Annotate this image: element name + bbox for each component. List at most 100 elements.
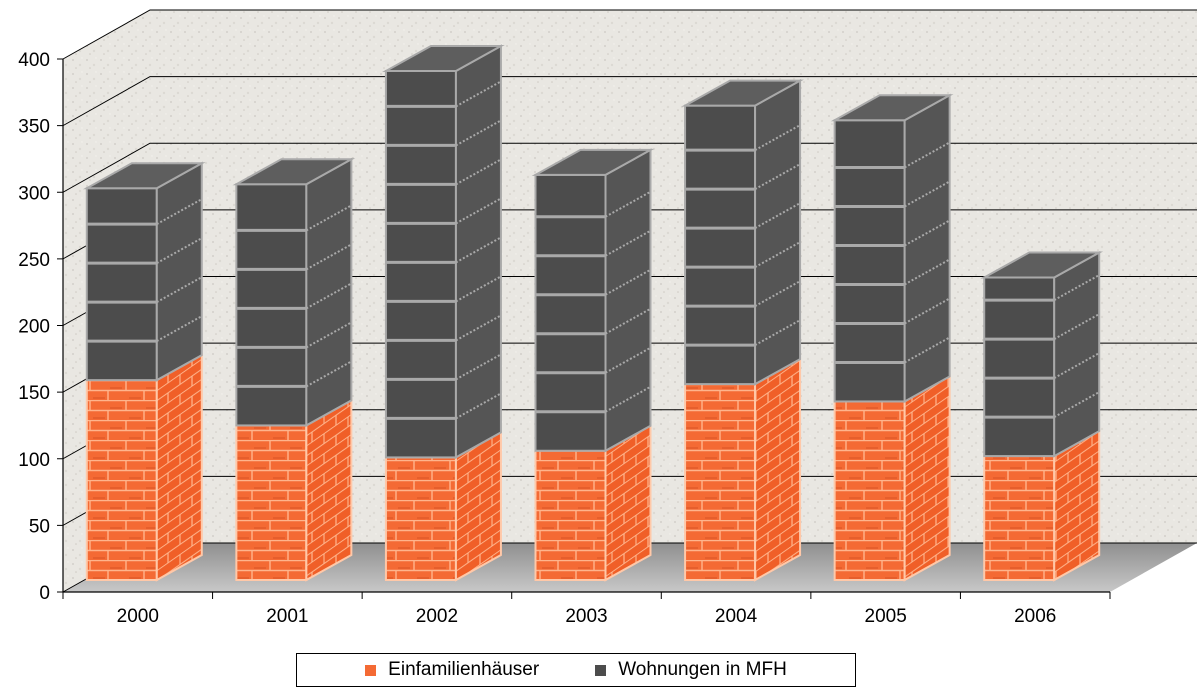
gridline-400: [62, 9, 1197, 60]
bar-2000-wohnungen-band-side: [156, 237, 203, 264]
x-tick-label-2004: 2004: [715, 606, 758, 627]
bar-2004-wohnungen-band-side: [754, 241, 801, 268]
bar-2002-top: [382, 44, 505, 72]
bar-2006-wohnungen-band-side: [1053, 313, 1100, 340]
bar-2004-wohnungen-band-side: [754, 319, 801, 346]
bar-2001-wohnungen-band-side: [305, 243, 352, 271]
bar-2004-wohnungen-front: [684, 104, 757, 386]
bar-2005-einfamilienhaeuser-side: [903, 374, 951, 582]
bar-2002-wohnungen-band-side: [455, 314, 502, 342]
bar-group-2004: [681, 78, 804, 582]
bar-2001-einfamilienhaeuser-front: [235, 424, 308, 581]
bar-2003-einfamilienhaeuser-side: [604, 424, 652, 582]
bar-2003-wohnungen-band-side: [605, 385, 651, 413]
bar-2000-wohnungen-side: [155, 161, 203, 382]
bar-2000-wohnungen-front: [85, 187, 158, 382]
y-tick-label-300: 300: [18, 183, 50, 204]
bar-2002-wohnungen-band-side: [455, 80, 502, 108]
bar-2004-top: [681, 79, 804, 107]
bar-2005-einfamilienhaeuser-front: [833, 400, 906, 581]
bar-2002-wohnungen-band-side: [455, 158, 502, 186]
legend-swatch-einfamilienhaeuser: [365, 664, 377, 676]
gridline-350: [62, 76, 1197, 127]
bar-2001-wohnungen-band-side: [305, 321, 352, 349]
bar-2003-wohnungen-front: [534, 173, 607, 452]
y-tick-label-200: 200: [18, 317, 50, 338]
x-tick-label-2005: 2005: [865, 606, 907, 627]
bar-2006-wohnungen-band-side: [1053, 274, 1100, 301]
bar-2000-wohnungen-band-side: [156, 315, 203, 342]
bar-2001-wohnungen-band-side: [305, 204, 352, 232]
bar-group-2003: [531, 148, 655, 582]
legend: Einfamilienhäuser Wohnungen in MFH: [296, 653, 856, 687]
bar-2005-wohnungen-band-side: [904, 141, 951, 169]
bar-2005-wohnungen-front: [833, 119, 906, 403]
bar-2003-wohnungen-band-side: [605, 229, 651, 257]
legend-item-einfamilienhaeuser: Einfamilienhäuser: [365, 659, 539, 681]
x-tick-label-2002: 2002: [416, 606, 458, 627]
y-tick-label-350: 350: [18, 117, 50, 138]
bar-2004-wohnungen-side: [754, 78, 802, 386]
bar-2005-top: [830, 94, 954, 122]
y-tick-label-400: 400: [18, 50, 50, 71]
x-tick-label-2003: 2003: [565, 606, 607, 627]
bar-2001-wohnungen-band-side: [305, 360, 352, 388]
bar-2005-wohnungen-band-side: [904, 336, 951, 364]
bar-2005-wohnungen-band-side: [904, 219, 951, 247]
bar-2003-wohnungen-band-side: [605, 268, 651, 296]
bar-2004-einfamilienhaeuser-side: [754, 357, 802, 582]
bar-group-2006: [980, 250, 1104, 582]
bar-2004-wohnungen-band-side: [754, 163, 801, 190]
bar-2004-wohnungen-band-side: [754, 202, 801, 229]
bar-2001-einfamilienhaeuser-side: [305, 398, 353, 582]
legend-label-wohnungen: Wohnungen in MFH: [618, 659, 787, 680]
legend-swatch-wohnungen: [595, 664, 607, 676]
bar-2002-wohnungen-front: [384, 69, 457, 459]
bar-2003-einfamilienhaeuser-front: [534, 449, 607, 581]
bar-2005-wohnungen-band-side: [904, 258, 951, 286]
bar-group-2001: [232, 157, 356, 582]
bar-2000-top: [82, 162, 206, 190]
y-tick-label-0: 0: [39, 583, 50, 604]
bar-2001-wohnungen-front: [235, 183, 308, 427]
bar-2002-wohnungen-band-side: [455, 119, 502, 147]
bar-group-2002: [382, 44, 505, 582]
bar-2000-einfamilienhaeuser-front: [85, 379, 158, 581]
bar-2006-wohnungen-side: [1053, 250, 1101, 458]
bar-2003-wohnungen-band-side: [605, 307, 651, 335]
bar-2003-wohnungen-band-side: [605, 346, 651, 374]
x-axis: 2000 2001 2002 2003 2004 2005 2006: [62, 591, 1111, 627]
bar-2004-einfamilienhaeuser-front: [684, 383, 757, 581]
bar-group-2000: [82, 161, 206, 582]
bar-2003-wohnungen-band-side: [605, 190, 651, 218]
x-tick-label-2000: 2000: [117, 606, 159, 627]
bar-2003-wohnungen-side: [604, 148, 652, 453]
bar-2002-wohnungen-band-side: [455, 392, 502, 420]
bar-2005-wohnungen-band-side: [904, 180, 951, 208]
bar-2000-wohnungen-band-side: [156, 198, 203, 225]
y-tick-label-250: 250: [18, 250, 50, 271]
bar-2002-wohnungen-band-side: [455, 275, 502, 303]
bar-group-2005: [830, 93, 954, 582]
x-tick-label-2001: 2001: [266, 606, 308, 627]
bar-2002-wohnungen-band-side: [455, 353, 502, 381]
legend-label-einfamilienhaeuser: Einfamilienhäuser: [388, 659, 540, 680]
y-axis: 0 50 100 150 200 250 300 350 400: [18, 50, 64, 604]
x-tick-label-2006: 2006: [1014, 606, 1056, 627]
legend-item-wohnungen: Wohnungen in MFH: [595, 659, 787, 681]
bars: [82, 44, 1104, 582]
bar-2000-wohnungen-band-side: [156, 276, 203, 303]
bar-2002-einfamilienhaeuser-front: [384, 456, 457, 581]
bar-2005-wohnungen-side: [903, 93, 951, 404]
bar-2006-wohnungen-band-side: [1053, 352, 1100, 379]
bar-2006-einfamilienhaeuser-front: [983, 455, 1056, 582]
bar-2004-wohnungen-band-side: [754, 280, 801, 307]
bar-2004-wohnungen-band-side: [754, 124, 801, 151]
bar-2006-wohnungen-front: [983, 276, 1056, 458]
bar-2005-wohnungen-band-side: [904, 297, 951, 325]
bar-2000-einfamilienhaeuser-side: [155, 353, 203, 582]
y-tick-label-150: 150: [18, 383, 50, 404]
bar-2001-wohnungen-side: [305, 157, 353, 428]
bar-2001-wohnungen-band-side: [305, 282, 352, 310]
